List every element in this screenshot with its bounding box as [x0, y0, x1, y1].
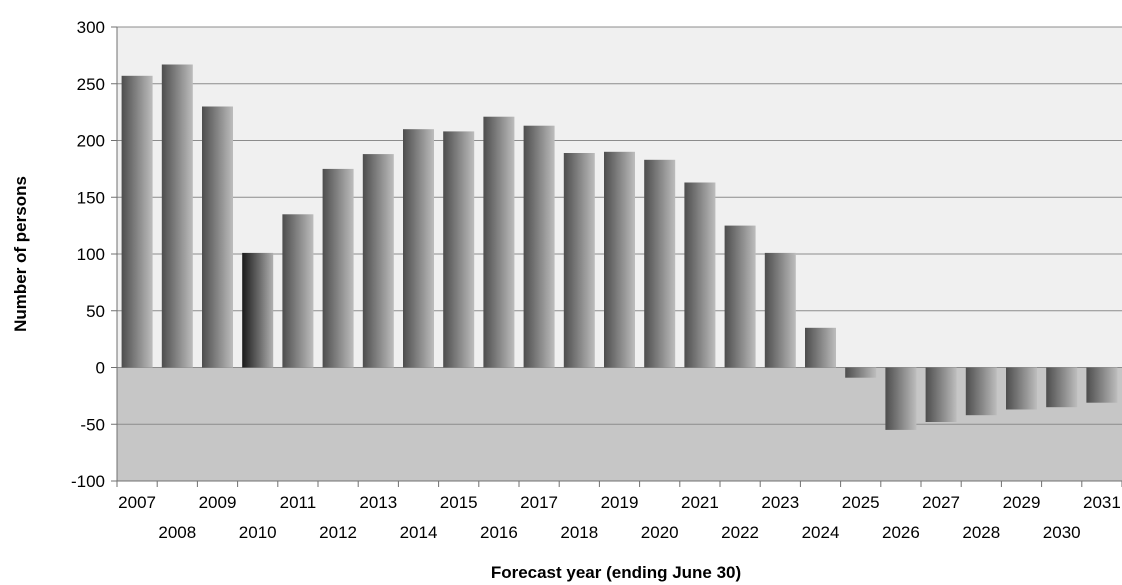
x-tick-label: 2013: [359, 493, 397, 512]
x-tick-label: 2030: [1043, 523, 1081, 542]
bar-2021: [684, 182, 716, 368]
x-tick-label: 2020: [641, 523, 679, 542]
x-tick-label: 2016: [480, 523, 518, 542]
x-tick-label: 2024: [802, 523, 840, 542]
bar-2022: [724, 225, 756, 368]
x-tick-label: 2031: [1083, 493, 1121, 512]
bar-2029: [1006, 367, 1037, 410]
x-tick-label: 2014: [400, 523, 438, 542]
x-tick-label: 2029: [1003, 493, 1041, 512]
bar-2020: [644, 159, 676, 368]
bar-2010: [242, 252, 274, 368]
x-tick-label: 2026: [882, 523, 920, 542]
y-tick-label: -100: [71, 472, 105, 491]
x-tick-label: 2025: [842, 493, 880, 512]
bar-2023: [764, 252, 796, 368]
x-tick-label: 2023: [761, 493, 799, 512]
bar-2016: [483, 116, 515, 368]
bar-2015: [443, 131, 475, 368]
bar-2026: [885, 367, 917, 430]
bar-2007: [121, 75, 153, 368]
bar-2028: [965, 367, 997, 416]
x-tick-label: 2018: [560, 523, 598, 542]
bar-2008: [161, 64, 193, 368]
y-axis-title: Number of persons: [11, 176, 30, 332]
x-tick-label: 2019: [601, 493, 639, 512]
x-tick-label: 2012: [319, 523, 357, 542]
x-tick-label: 2008: [158, 523, 196, 542]
y-tick-label: -50: [80, 415, 105, 434]
bar-2027: [925, 367, 957, 422]
x-tick-label: 2022: [721, 523, 759, 542]
bar-2024: [805, 327, 836, 368]
x-tick-label: 2010: [239, 523, 277, 542]
x-tick-labels: 2007200820092010201120122013201420152016…: [118, 493, 1121, 542]
x-tick-label: 2028: [962, 523, 1000, 542]
bar-2031: [1086, 367, 1118, 403]
y-tick-label: 150: [77, 188, 105, 207]
x-tick-label: 2009: [199, 493, 237, 512]
y-tick-label: 200: [77, 132, 105, 151]
bars: [121, 64, 1118, 430]
bar-2030: [1046, 367, 1078, 408]
y-tick-label: 300: [77, 18, 105, 37]
bar-2018: [563, 153, 595, 368]
bar-2017: [523, 125, 555, 368]
y-tick-label: 50: [86, 302, 105, 321]
bar-2011: [282, 214, 314, 368]
bar-2013: [362, 154, 394, 368]
y-tick-label: 250: [77, 75, 105, 94]
bar-2009: [202, 106, 233, 368]
x-tick-label: 2021: [681, 493, 719, 512]
x-tick-label: 2015: [440, 493, 478, 512]
bar-2012: [322, 168, 354, 368]
bar-2014: [403, 129, 434, 368]
x-tick-label: 2027: [922, 493, 960, 512]
bar-2019: [604, 151, 635, 368]
bar-2025: [845, 367, 877, 378]
x-tick-label: 2007: [118, 493, 156, 512]
y-tick-label: 0: [96, 359, 105, 378]
y-tick-label: 100: [77, 245, 105, 264]
x-axis-title: Forecast year (ending June 30): [491, 563, 741, 582]
x-tick-label: 2017: [520, 493, 558, 512]
y-tick-labels: -100 -50 0 50 100 150 200 250 300: [71, 18, 105, 491]
x-tick-label: 2011: [280, 493, 317, 512]
axes: [111, 26, 1122, 487]
